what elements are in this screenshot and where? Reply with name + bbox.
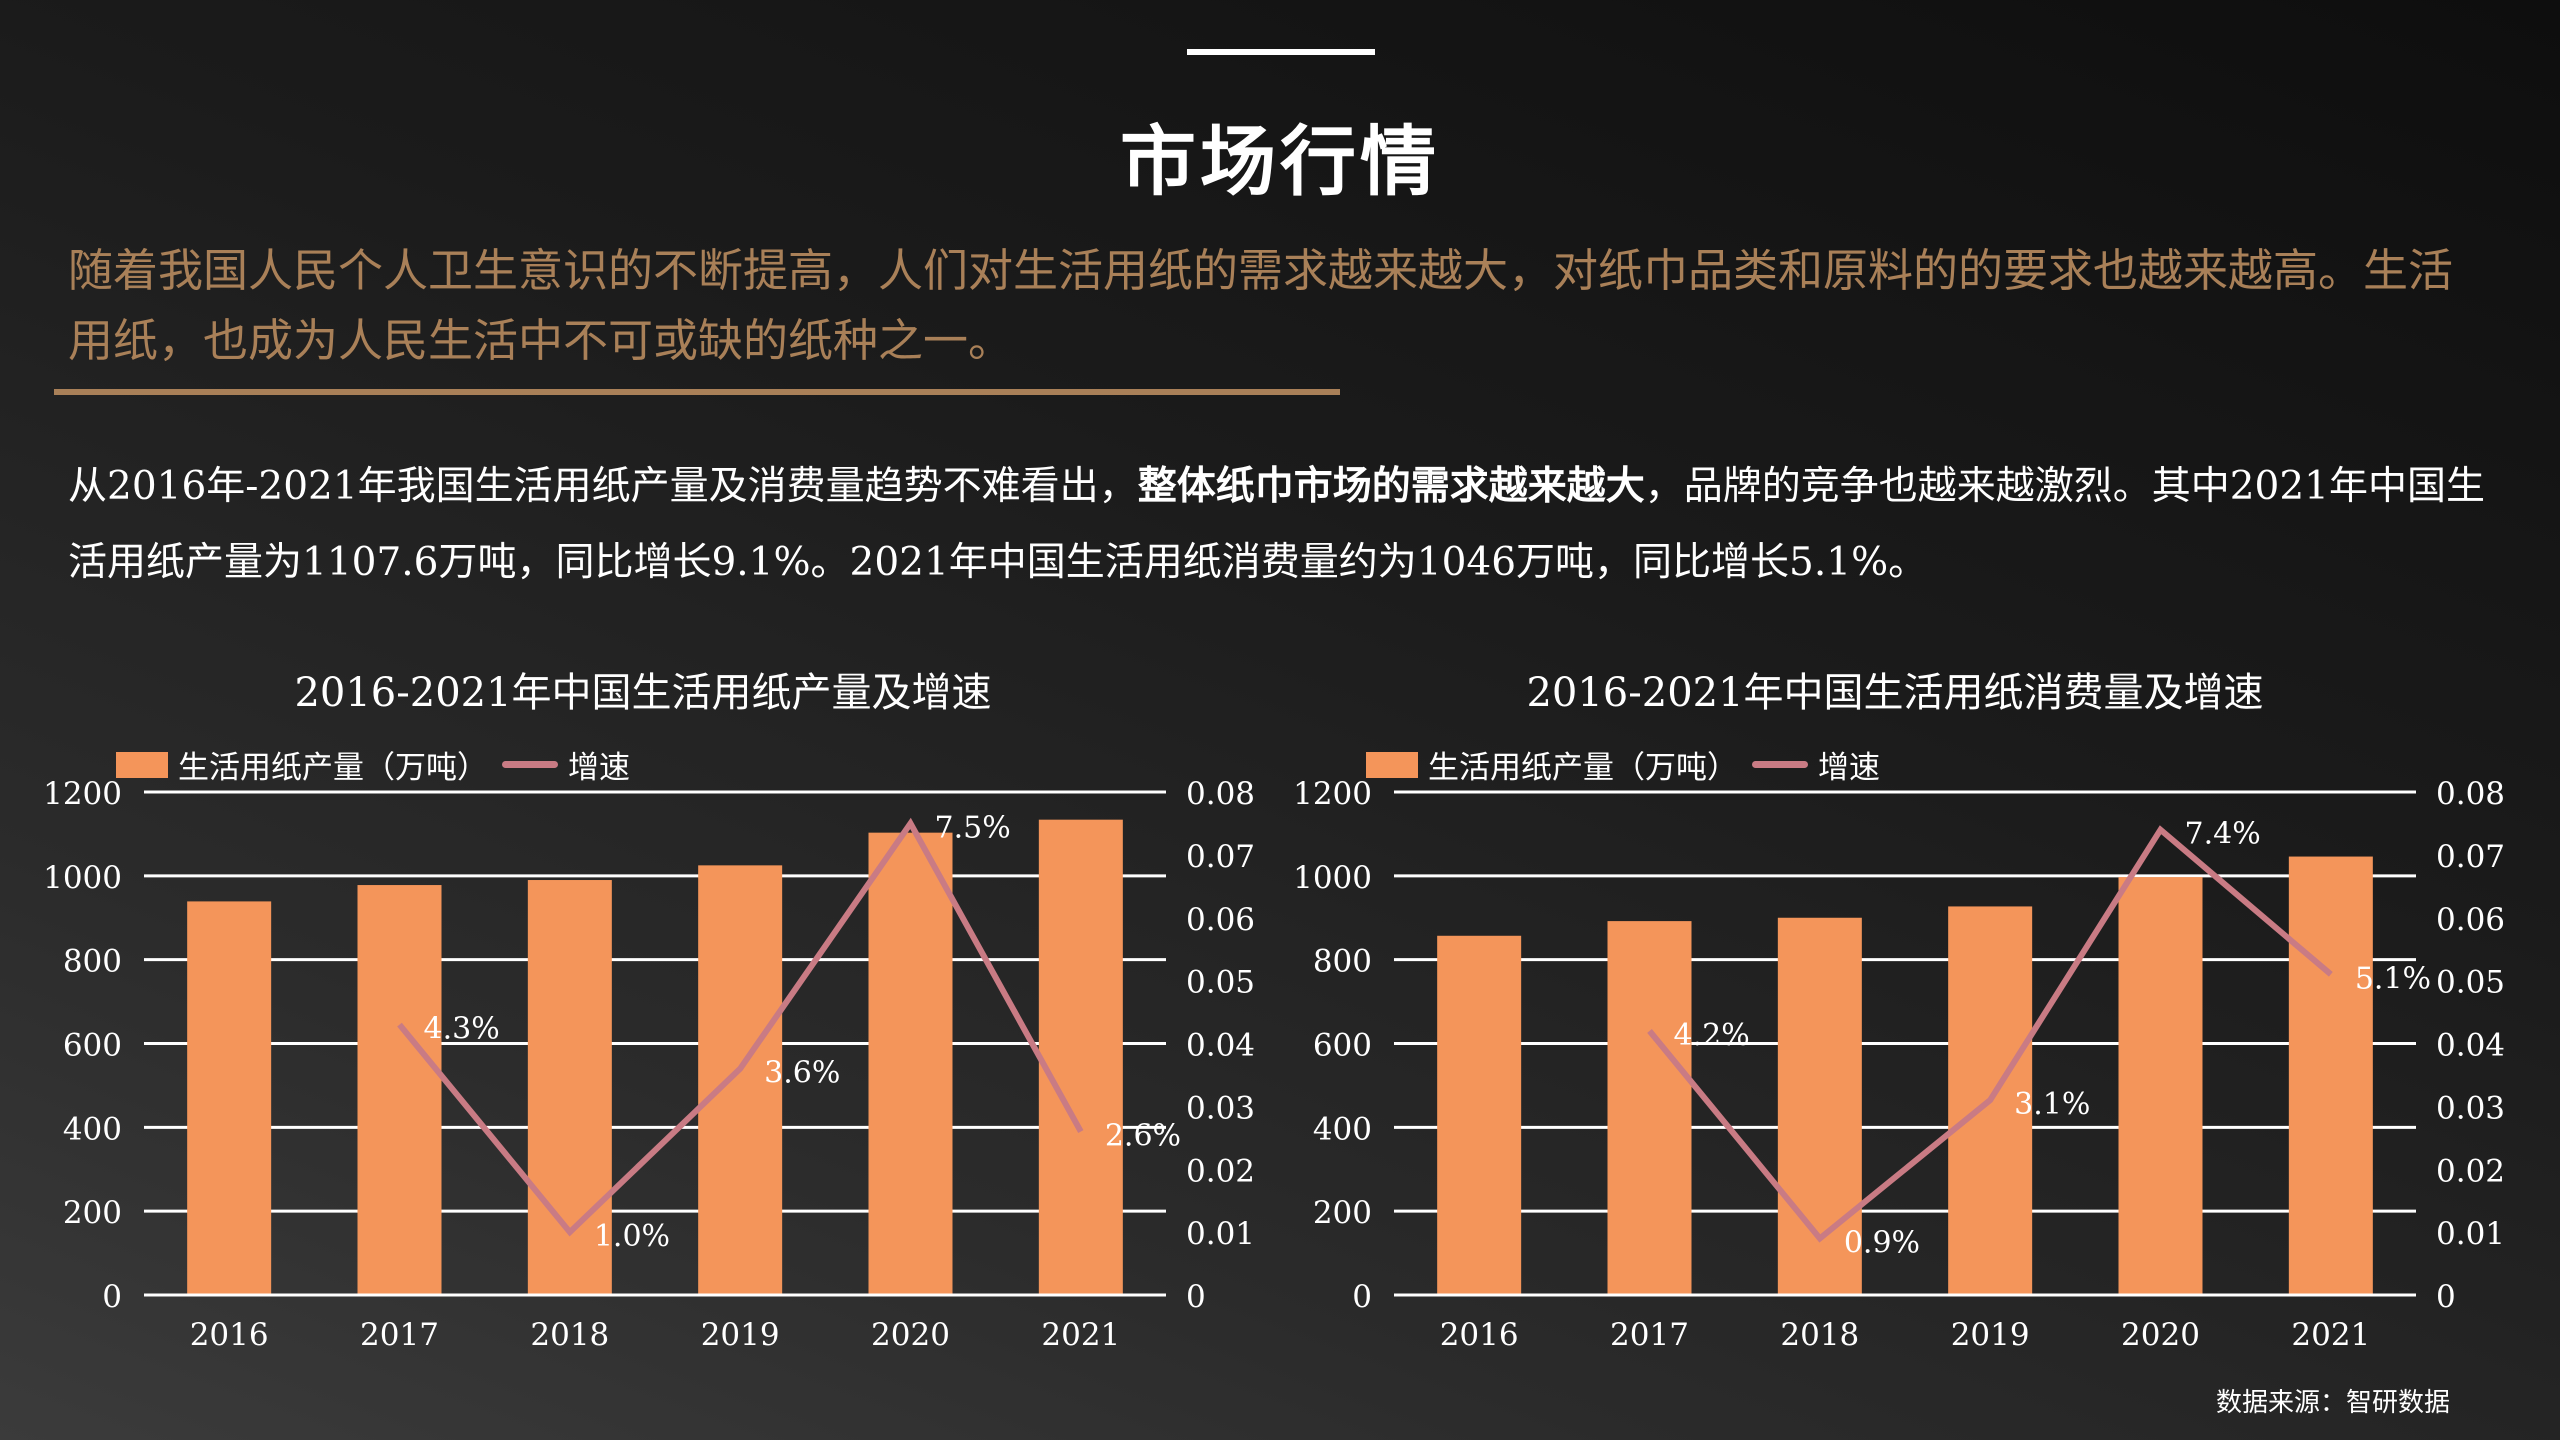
- data-label: 7.5%: [935, 810, 1011, 845]
- right-axis-tick: 0.04: [2436, 1028, 2505, 1064]
- right-axis-tick: 0.01: [2436, 1216, 2505, 1252]
- x-axis-label: 2019: [701, 1317, 780, 1353]
- data-label: 3.1%: [2014, 1087, 2090, 1122]
- right-axis-tick: 0.08: [2436, 776, 2505, 812]
- chart-plot-area: 0 200 400 600 800 1000 1200 0 0.01 0.02 0.03 0.04 0.…: [1293, 776, 2505, 1353]
- left-axis-tick: 600: [63, 1028, 122, 1064]
- left-axis-tick: 200: [1313, 1195, 1372, 1231]
- data-source-note: 数据来源：智研数据: [2215, 1388, 2450, 1418]
- x-axis-label: 2020: [871, 1317, 950, 1353]
- right-axis-tick: 0.07: [2436, 839, 2505, 875]
- left-axis-tick: 1200: [43, 776, 122, 812]
- x-axis-label: 2021: [1041, 1317, 1120, 1353]
- line-legend-swatch-icon: [502, 761, 558, 768]
- growth-line: [397, 817, 1084, 1237]
- bar: [357, 885, 442, 1295]
- right-axis-tick: 0.07: [1186, 839, 1255, 875]
- x-axis-label: 2016: [190, 1317, 269, 1353]
- bar: [2118, 877, 2203, 1295]
- bar: [1777, 917, 1862, 1295]
- chart-plot-area: 0 200 400 600 800 1000 1200 0 0.01 0.02 0.03 0.04 0.…: [43, 776, 1255, 1353]
- right-axis-tick: 0.03: [2436, 1090, 2505, 1126]
- left-axis-tick: 400: [1313, 1111, 1372, 1147]
- title-decoration-bar: [1187, 49, 1375, 55]
- left-axis-tick: 0: [1352, 1279, 1372, 1315]
- lead-paragraph: 随着我国人民个人卫生意识的不断提高，人们对生活用纸的需求越来越大，对纸巾品类和原…: [68, 244, 2454, 367]
- x-axis-label: 2021: [2291, 1317, 2370, 1353]
- bar: [868, 832, 953, 1295]
- left-axis-tick: 800: [1313, 944, 1372, 980]
- bar: [187, 901, 272, 1295]
- legend-line-label: 增速: [1818, 750, 1880, 786]
- gold-divider: [54, 389, 1340, 395]
- right-axis-tick: 0.08: [1186, 776, 1255, 812]
- x-axis-label: 2019: [1951, 1317, 2030, 1353]
- right-axis-tick: 0.06: [2436, 902, 2505, 938]
- chart-legend: 生活用纸产量（万吨） 增速: [116, 742, 630, 787]
- legend-bar-label: 生活用纸产量（万吨）: [178, 750, 488, 786]
- data-label: 2.6%: [1105, 1119, 1181, 1154]
- bar: [1607, 921, 1692, 1295]
- right-axis-tick: 0.02: [1186, 1153, 1255, 1189]
- data-label: 5.1%: [2355, 961, 2431, 996]
- x-axis-label: 2017: [1610, 1317, 1689, 1353]
- x-axis-label: 2018: [530, 1317, 609, 1353]
- data-label: 4.3%: [424, 1012, 500, 1047]
- data-label: 3.6%: [764, 1056, 840, 1091]
- left-axis-tick: 200: [63, 1195, 122, 1231]
- body-text-part1: 从2016年-2021年我国生活用纸产量及消费量趋势不难看出，: [68, 464, 1138, 509]
- data-label: 0.9%: [1844, 1225, 1920, 1260]
- bar: [1038, 819, 1123, 1295]
- right-axis-tick: 0.05: [2436, 965, 2505, 1001]
- right-axis-tick: 0.03: [1186, 1090, 1255, 1126]
- production-chart: 2016-2021年中国生活用纸产量及增速 生活用纸产量（万吨） 增速 0 200…: [40, 650, 1270, 1390]
- body-text-emphasis: 整体纸巾市场的需求越来越大: [1137, 463, 1645, 509]
- right-axis-tick: 0: [2436, 1279, 2456, 1315]
- bar: [527, 880, 612, 1295]
- legend-bar-label: 生活用纸产量（万吨）: [1428, 750, 1738, 786]
- bar: [2288, 856, 2373, 1295]
- left-axis-tick: 800: [63, 944, 122, 980]
- right-axis-tick: 0.06: [1186, 902, 1255, 938]
- right-axis-tick: 0.01: [1186, 1216, 1255, 1252]
- consumption-chart: 2016-2021年中国生活用纸消费量及增速 生活用纸产量（万吨） 增速 0 20…: [1290, 650, 2520, 1390]
- bar: [1437, 935, 1522, 1295]
- x-axis-label: 2016: [1440, 1317, 1519, 1353]
- bar-legend-swatch-icon: [1366, 751, 1418, 778]
- body-text-part2: ，品牌的竞争也越来越激烈。其中2021年中国生活用纸产量为1107.6万吨，同比…: [68, 464, 2485, 585]
- x-axis-label: 2017: [360, 1317, 439, 1353]
- left-axis-tick: 0: [102, 1279, 122, 1315]
- left-axis-tick: 600: [1313, 1028, 1372, 1064]
- left-axis-tick: 1200: [1293, 776, 1372, 812]
- growth-line: [1647, 825, 2333, 1243]
- data-label: 1.0%: [594, 1219, 670, 1254]
- x-axis-label: 2018: [1780, 1317, 1859, 1353]
- right-axis-tick: 0.05: [1186, 965, 1255, 1001]
- left-axis-tick: 400: [63, 1111, 122, 1147]
- legend-line-label: 增速: [568, 750, 630, 786]
- right-axis-tick: 0.04: [1186, 1028, 1255, 1064]
- line-legend-swatch-icon: [1752, 761, 1808, 768]
- data-label: 4.2%: [1674, 1018, 1750, 1053]
- bar-legend-swatch-icon: [116, 751, 168, 778]
- data-label: 7.4%: [2185, 817, 2261, 852]
- x-axis-label: 2020: [2121, 1317, 2200, 1353]
- chart-title: 2016-2021年中国生活用纸产量及增速: [294, 670, 992, 716]
- right-axis-tick: 0: [1186, 1279, 1206, 1315]
- bar: [698, 865, 783, 1295]
- chart-title: 2016-2021年中国生活用纸消费量及增速: [1526, 670, 2264, 716]
- left-axis-tick: 1000: [43, 860, 122, 896]
- chart-legend: 生活用纸产量（万吨） 增速: [1366, 742, 1880, 787]
- right-axis-tick: 0.02: [2436, 1153, 2505, 1189]
- left-axis-tick: 1000: [1293, 860, 1372, 896]
- body-paragraph: 从2016年-2021年我国生活用纸产量及消费量趋势不难看出，整体纸巾市场的需求…: [68, 448, 2508, 601]
- page-title: 市场行情: [1120, 117, 1440, 206]
